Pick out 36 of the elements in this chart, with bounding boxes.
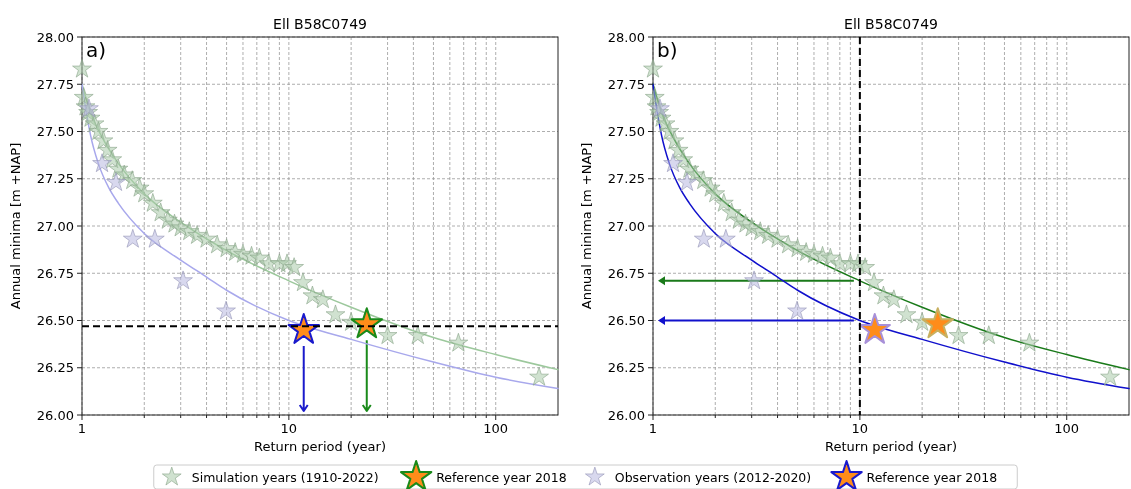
x-tick-label: 100 bbox=[1054, 421, 1080, 436]
x-tick-label: 10 bbox=[280, 421, 298, 436]
y-tick-label: 26.50 bbox=[607, 313, 645, 328]
y-tick-label: 27.50 bbox=[607, 124, 645, 139]
y-tick-label: 26.75 bbox=[607, 265, 645, 281]
legend-label: Reference year 2018 bbox=[436, 469, 567, 485]
y-tick-label: 26.25 bbox=[607, 360, 645, 376]
x-tick-label: 100 bbox=[483, 421, 509, 436]
y-tick-label: 27.50 bbox=[36, 124, 74, 139]
y-tick-label: 26.50 bbox=[36, 313, 74, 328]
y-axis-title: Annual minima [m +NAP] bbox=[579, 142, 594, 310]
annotation: b) bbox=[657, 38, 678, 62]
x-tick-label: 1 bbox=[648, 421, 658, 436]
y-tick-label: 27.25 bbox=[607, 171, 645, 187]
y-tick-label: 27.00 bbox=[36, 218, 74, 234]
y-tick-label: 27.75 bbox=[607, 76, 645, 92]
x-tick-label: 1 bbox=[77, 421, 87, 436]
chart-title: Ell B58C0749 bbox=[273, 16, 367, 32]
legend-label: Observation years (2012-2020) bbox=[614, 469, 812, 485]
y-tick-label: 26.00 bbox=[36, 407, 74, 423]
y-tick-label: 27.00 bbox=[607, 218, 645, 234]
y-tick-label: 27.25 bbox=[36, 171, 74, 187]
y-tick-label: 27.75 bbox=[36, 76, 74, 92]
chart-title: Ell B58C0749 bbox=[844, 16, 938, 32]
y-tick-label: 26.25 bbox=[36, 360, 74, 376]
x-axis-title: Return period (year) bbox=[254, 439, 386, 454]
legend-label: Reference year 2018 bbox=[866, 469, 998, 485]
y-tick-label: 26.00 bbox=[607, 407, 645, 423]
annotation: a) bbox=[86, 38, 107, 62]
x-axis-title: Return period (year) bbox=[825, 439, 957, 454]
legend-label: Simulation years (1910-2022) bbox=[191, 469, 379, 485]
y-tick-label: 28.00 bbox=[607, 29, 645, 45]
y-axis-title: Annual minima [m +NAP] bbox=[8, 142, 23, 310]
y-tick-label: 28.00 bbox=[36, 29, 74, 45]
x-tick-label: 10 bbox=[851, 421, 869, 436]
y-tick-label: 26.75 bbox=[36, 265, 74, 281]
